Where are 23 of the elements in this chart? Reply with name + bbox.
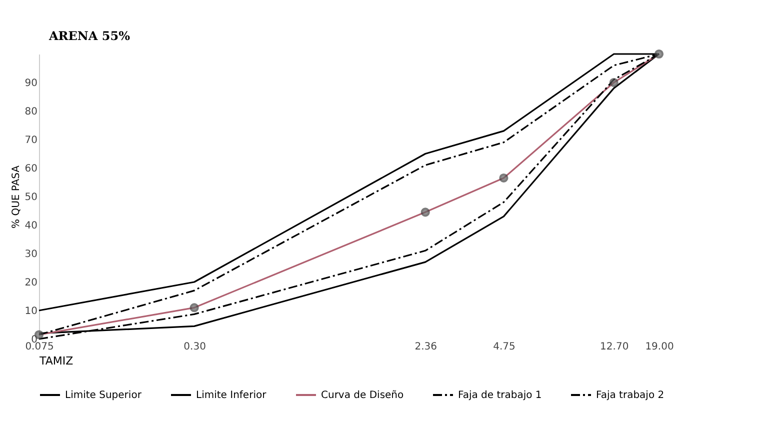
x-axis-title: TAMIZ <box>38 354 74 368</box>
text: ARENA 55% <box>48 29 131 43</box>
x-tick-label: 19.00 <box>645 342 674 352</box>
y-tick-label: 80 <box>24 106 38 118</box>
legend-label: Faja trabajo 2 <box>596 390 664 401</box>
x-tick-label: 4.75 <box>493 342 516 352</box>
y-tick-label: 70 <box>24 135 38 146</box>
y-tick-label: 10 <box>24 306 38 317</box>
legend-label: Curva de Diseño <box>321 390 404 401</box>
x-tick-label: 0.30 <box>184 342 206 352</box>
y-tick-label: 90 <box>24 78 38 89</box>
y-axis-title: % QUE PASA <box>10 165 22 228</box>
y-tick-label: 60 <box>24 164 38 174</box>
x-tick-label: 2.36 <box>414 342 437 352</box>
y-tick-label: 30 <box>24 249 38 260</box>
legend-label: Faja de trabajo 1 <box>458 390 542 401</box>
y-tick-label: 20 <box>24 278 38 288</box>
y-tick-label: 40 <box>24 220 38 232</box>
legend-label: Limite Inferior <box>196 390 268 401</box>
y-tick-label: 50 <box>24 192 38 203</box>
x-tick-label: 12.70 <box>600 342 629 352</box>
legend-label: Limite Superior <box>65 390 142 401</box>
x-tick-label: 0.075 <box>25 342 54 352</box>
